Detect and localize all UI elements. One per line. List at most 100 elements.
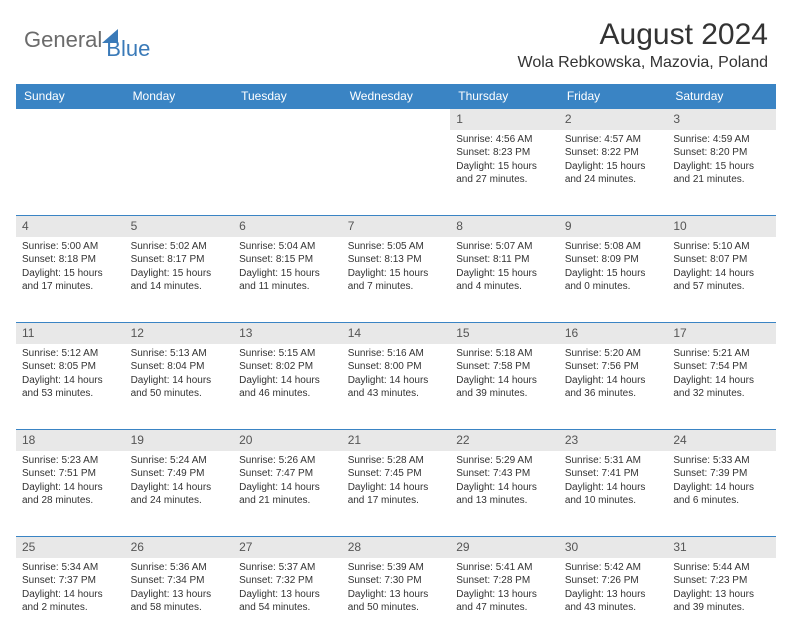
sun-info-line: Daylight: 13 hours	[456, 588, 553, 602]
sun-info-line: Daylight: 14 hours	[673, 374, 770, 388]
calendar-body: 123Sunrise: 4:56 AMSunset: 8:23 PMDaylig…	[16, 109, 776, 644]
day-detail-cell: Sunrise: 5:42 AMSunset: 7:26 PMDaylight:…	[559, 558, 668, 644]
sun-info-line: and 0 minutes.	[565, 280, 662, 294]
sun-info-line: and 13 minutes.	[456, 494, 553, 508]
sun-info-line: and 21 minutes.	[239, 494, 336, 508]
day-number: 4	[22, 219, 29, 233]
day-detail-cell: Sunrise: 5:12 AMSunset: 8:05 PMDaylight:…	[16, 344, 125, 430]
day-detail-cell: Sunrise: 5:26 AMSunset: 7:47 PMDaylight:…	[233, 451, 342, 537]
sun-info-line: and 2 minutes.	[22, 601, 119, 615]
day-number: 25	[22, 540, 35, 554]
sun-info-line: Daylight: 14 hours	[239, 374, 336, 388]
sun-info-line: and 10 minutes.	[565, 494, 662, 508]
day-number: 21	[348, 433, 361, 447]
sun-info-line: Sunset: 7:23 PM	[673, 574, 770, 588]
day-detail-cell: Sunrise: 5:39 AMSunset: 7:30 PMDaylight:…	[342, 558, 451, 644]
sun-info-line: and 47 minutes.	[456, 601, 553, 615]
day-number-cell: 26	[125, 537, 234, 558]
weekday-header: Monday	[125, 84, 234, 109]
weekday-header: Thursday	[450, 84, 559, 109]
day-number: 31	[673, 540, 686, 554]
calendar-head: SundayMondayTuesdayWednesdayThursdayFrid…	[16, 84, 776, 109]
day-number-cell: 2	[559, 109, 668, 130]
sun-info-line: and 17 minutes.	[22, 280, 119, 294]
sun-info-line: Sunrise: 5:33 AM	[673, 454, 770, 468]
day-number: 10	[673, 219, 686, 233]
day-number: 18	[22, 433, 35, 447]
sun-info-line: Sunset: 8:13 PM	[348, 253, 445, 267]
sun-info-line: Sunrise: 5:44 AM	[673, 561, 770, 575]
day-detail-cell: Sunrise: 5:16 AMSunset: 8:00 PMDaylight:…	[342, 344, 451, 430]
sun-info-line: and 28 minutes.	[22, 494, 119, 508]
sun-info-line: Daylight: 15 hours	[22, 267, 119, 281]
sun-info-line: Daylight: 13 hours	[348, 588, 445, 602]
day-detail-cell: Sunrise: 5:36 AMSunset: 7:34 PMDaylight:…	[125, 558, 234, 644]
sun-info-line: Sunrise: 5:31 AM	[565, 454, 662, 468]
sun-info-line: Daylight: 15 hours	[565, 160, 662, 174]
day-number-cell: 30	[559, 537, 668, 558]
day-number-cell: 20	[233, 430, 342, 451]
sun-info-line: Daylight: 14 hours	[673, 481, 770, 495]
sun-info-line: Daylight: 14 hours	[565, 481, 662, 495]
sun-info-line: Sunrise: 5:18 AM	[456, 347, 553, 361]
sun-info-line: Sunset: 8:20 PM	[673, 146, 770, 160]
sun-info-line: Daylight: 15 hours	[348, 267, 445, 281]
sun-info-line: Sunrise: 5:26 AM	[239, 454, 336, 468]
weekday-header: Sunday	[16, 84, 125, 109]
sun-info-line: Daylight: 14 hours	[348, 374, 445, 388]
sun-info-line: Daylight: 15 hours	[131, 267, 228, 281]
day-number-cell: 3	[667, 109, 776, 130]
sun-info-line: Sunset: 7:34 PM	[131, 574, 228, 588]
sun-info-line: Sunset: 8:22 PM	[565, 146, 662, 160]
sun-info-line: and 57 minutes.	[673, 280, 770, 294]
day-number-cell: 7	[342, 216, 451, 237]
sun-info-line: Daylight: 14 hours	[131, 374, 228, 388]
day-number: 8	[456, 219, 463, 233]
sun-info-line: Daylight: 14 hours	[348, 481, 445, 495]
weekday-header: Friday	[559, 84, 668, 109]
sun-info-line: and 24 minutes.	[131, 494, 228, 508]
sun-info-line: Sunrise: 5:41 AM	[456, 561, 553, 575]
day-detail-cell: Sunrise: 5:05 AMSunset: 8:13 PMDaylight:…	[342, 237, 451, 323]
day-number: 17	[673, 326, 686, 340]
day-number-cell	[125, 109, 234, 130]
sun-info-line: Sunrise: 5:15 AM	[239, 347, 336, 361]
day-number-row: 45678910	[16, 216, 776, 237]
day-number: 27	[239, 540, 252, 554]
sun-info-line: Sunset: 7:37 PM	[22, 574, 119, 588]
sun-info-line: Sunset: 7:26 PM	[565, 574, 662, 588]
sun-info-line: Daylight: 13 hours	[239, 588, 336, 602]
day-number-row: 123	[16, 109, 776, 130]
sun-info-line: Sunrise: 5:24 AM	[131, 454, 228, 468]
day-number: 23	[565, 433, 578, 447]
sun-info-line: Daylight: 15 hours	[456, 267, 553, 281]
day-number-cell: 14	[342, 323, 451, 344]
sun-info-line: Sunrise: 5:16 AM	[348, 347, 445, 361]
sun-info-line: Daylight: 14 hours	[456, 481, 553, 495]
day-detail-cell: Sunrise: 5:23 AMSunset: 7:51 PMDaylight:…	[16, 451, 125, 537]
sun-info-line: Sunset: 7:54 PM	[673, 360, 770, 374]
day-number: 19	[131, 433, 144, 447]
sun-info-line: Sunrise: 5:07 AM	[456, 240, 553, 254]
day-number: 16	[565, 326, 578, 340]
day-number: 7	[348, 219, 355, 233]
day-number-cell: 1	[450, 109, 559, 130]
day-number-row: 11121314151617	[16, 323, 776, 344]
day-number: 12	[131, 326, 144, 340]
sun-info-line: Sunset: 8:11 PM	[456, 253, 553, 267]
sun-info-line: Daylight: 14 hours	[565, 374, 662, 388]
sun-info-line: Sunset: 8:09 PM	[565, 253, 662, 267]
day-detail-cell: Sunrise: 5:37 AMSunset: 7:32 PMDaylight:…	[233, 558, 342, 644]
day-detail-cell	[233, 130, 342, 216]
sun-info-line: Sunset: 7:56 PM	[565, 360, 662, 374]
sun-info-line: Daylight: 14 hours	[673, 267, 770, 281]
sun-info-line: Daylight: 14 hours	[22, 374, 119, 388]
day-detail-cell: Sunrise: 5:28 AMSunset: 7:45 PMDaylight:…	[342, 451, 451, 537]
page-header: General Blue August 2024 Wola Rebkowska,…	[0, 0, 792, 80]
sun-info-line: Sunset: 8:07 PM	[673, 253, 770, 267]
weekday-row: SundayMondayTuesdayWednesdayThursdayFrid…	[16, 84, 776, 109]
sun-info-line: Daylight: 14 hours	[22, 481, 119, 495]
sun-info-line: Sunset: 8:05 PM	[22, 360, 119, 374]
sun-info-line: Daylight: 13 hours	[565, 588, 662, 602]
day-number-cell	[233, 109, 342, 130]
